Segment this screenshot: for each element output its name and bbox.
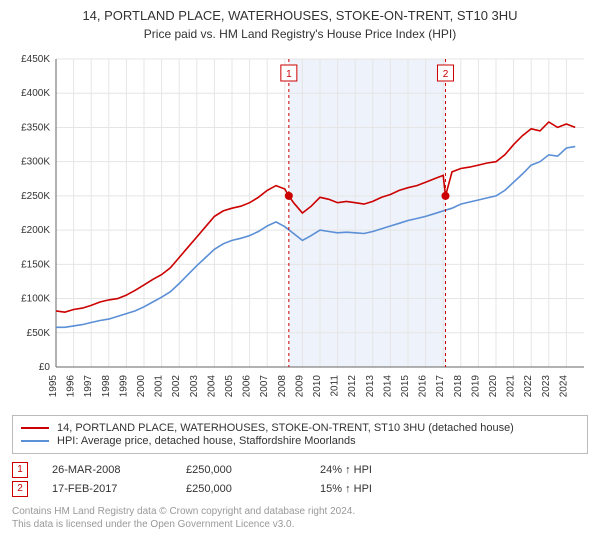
svg-text:2005: 2005 [224,374,235,397]
svg-text:£0: £0 [39,362,51,373]
legend-label: HPI: Average price, detached house, Staf… [57,435,356,447]
svg-text:2024: 2024 [558,374,569,397]
svg-text:2008: 2008 [277,374,288,397]
sale-date: 26-MAR-2008 [52,464,162,476]
sale-badge-1: 1 [12,462,28,478]
svg-text:1: 1 [286,69,292,80]
svg-text:2006: 2006 [242,374,253,397]
svg-text:£300K: £300K [21,157,50,168]
sale-date: 17-FEB-2017 [52,483,162,495]
legend-label: 14, PORTLAND PLACE, WATERHOUSES, STOKE-O… [57,422,514,434]
svg-text:2019: 2019 [470,374,481,397]
svg-text:£400K: £400K [21,88,50,99]
legend-item: HPI: Average price, detached house, Staf… [21,435,579,447]
svg-text:2000: 2000 [136,374,147,397]
svg-text:£150K: £150K [21,259,50,270]
legend-swatch-blue [21,440,49,442]
sale-hpi-delta: 24% ↑ HPI [320,464,430,476]
svg-text:£250K: £250K [21,191,50,202]
sale-price: £250,000 [186,464,296,476]
sale-hpi-delta: 15% ↑ HPI [320,483,430,495]
svg-text:£50K: £50K [27,328,51,339]
svg-text:2003: 2003 [189,374,200,397]
svg-text:1997: 1997 [83,374,94,397]
svg-text:2007: 2007 [259,374,270,397]
svg-text:2018: 2018 [453,374,464,397]
svg-text:2022: 2022 [523,374,534,397]
chart-container: 14, PORTLAND PLACE, WATERHOUSES, STOKE-O… [0,0,600,560]
sales-rows: 1 26-MAR-2008 £250,000 24% ↑ HPI 2 17-FE… [12,462,588,497]
sale-row: 1 26-MAR-2008 £250,000 24% ↑ HPI [12,462,588,478]
sale-price: £250,000 [186,483,296,495]
svg-text:2023: 2023 [541,374,552,397]
svg-text:2017: 2017 [435,374,446,397]
line-chart-svg: £0 £50K £100K £150K £200K £250K £300K £350K £400… [12,49,588,409]
svg-text:2012: 2012 [347,374,358,397]
svg-text:£200K: £200K [21,225,50,236]
svg-text:1995: 1995 [48,374,59,397]
svg-text:2: 2 [443,69,449,80]
svg-text:1999: 1999 [118,374,129,397]
legend-item: 14, PORTLAND PLACE, WATERHOUSES, STOKE-O… [21,422,579,434]
chart-title-address: 14, PORTLAND PLACE, WATERHOUSES, STOKE-O… [12,8,588,25]
chart-subtitle: Price paid vs. HM Land Registry's House … [12,27,588,41]
sale-badge-2: 2 [12,481,28,497]
svg-text:2013: 2013 [365,374,376,397]
svg-text:£100K: £100K [21,293,50,304]
sale-row: 2 17-FEB-2017 £250,000 15% ↑ HPI [12,481,588,497]
svg-text:2010: 2010 [312,374,323,397]
svg-text:2001: 2001 [154,374,165,397]
legend-swatch-red [21,427,49,429]
svg-text:2015: 2015 [400,374,411,397]
svg-text:2011: 2011 [330,374,341,396]
svg-text:2009: 2009 [294,374,305,397]
svg-text:2002: 2002 [171,374,182,397]
svg-text:2020: 2020 [488,374,499,397]
svg-text:1998: 1998 [101,374,112,397]
svg-text:2021: 2021 [506,374,517,397]
svg-text:2016: 2016 [418,374,429,397]
svg-text:2014: 2014 [382,374,393,397]
svg-text:£350K: £350K [21,122,50,133]
footer-line: Contains HM Land Registry data © Crown c… [12,505,588,518]
footer-line: This data is licensed under the Open Gov… [12,518,588,531]
svg-text:2004: 2004 [206,374,217,397]
footer-attribution: Contains HM Land Registry data © Crown c… [12,505,588,531]
legend-box: 14, PORTLAND PLACE, WATERHOUSES, STOKE-O… [12,415,588,454]
svg-text:1996: 1996 [66,374,77,397]
chart-plot-area: £0 £50K £100K £150K £200K £250K £300K £350K £400… [12,49,588,409]
svg-text:£450K: £450K [21,54,50,65]
